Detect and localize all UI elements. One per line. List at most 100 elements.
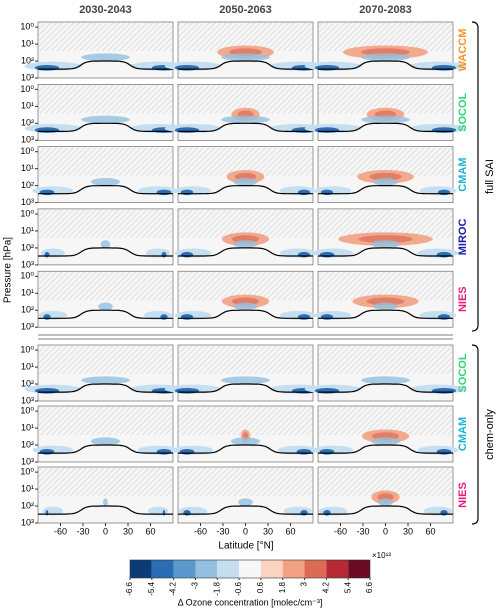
x-tick-label: 30 xyxy=(123,526,133,536)
colorbar-segment xyxy=(217,560,240,578)
contour-negative xyxy=(34,64,60,71)
contour-negative xyxy=(162,509,166,516)
contour-negative xyxy=(378,498,393,507)
contour-negative xyxy=(90,177,121,186)
model-label: NIES xyxy=(457,482,469,508)
hatch-region xyxy=(39,147,172,176)
colorbar-segment xyxy=(239,560,261,578)
hatch-region xyxy=(179,346,312,374)
x-tick-label: 0 xyxy=(383,526,388,536)
tropopause xyxy=(318,444,453,454)
colorbar-tick-label: -4.2 xyxy=(169,581,178,595)
model-label: NIES xyxy=(457,286,469,312)
contour-negative xyxy=(437,189,451,196)
model-label: SOCOL xyxy=(457,353,469,392)
column-header: 2070-2083 xyxy=(359,4,412,16)
y-tick-label: 10² xyxy=(21,439,34,449)
contour-negative xyxy=(297,251,311,258)
group-bracket xyxy=(471,21,479,332)
colorbar-frame xyxy=(129,559,371,579)
contour-negative xyxy=(314,127,340,133)
tropopause xyxy=(38,383,173,393)
colorbar-segment xyxy=(348,560,370,578)
tropopause xyxy=(318,309,453,319)
y-tick-label: 10¹ xyxy=(21,422,34,432)
tropopause xyxy=(178,247,313,257)
colorbar-segment xyxy=(173,560,196,578)
y-tick-label: 10⁰ xyxy=(20,146,34,156)
tropopause xyxy=(38,247,173,257)
y-tick-label: 10² xyxy=(21,55,34,65)
contour-negative xyxy=(230,437,261,446)
hatch-region xyxy=(39,85,172,114)
y-tick-label: 10² xyxy=(21,118,34,128)
contour-negative xyxy=(221,53,270,62)
tropopause xyxy=(318,122,453,132)
tropopause xyxy=(38,444,173,454)
contour-negative xyxy=(361,53,410,62)
contour-negative xyxy=(44,251,50,258)
contour-negative xyxy=(34,387,60,394)
hatch-region xyxy=(319,346,452,374)
column-header: 2030-2043 xyxy=(79,4,132,16)
contour-negative xyxy=(233,240,258,249)
hatch-region xyxy=(39,407,172,435)
x-tick-label: -60 xyxy=(334,526,347,536)
tropopause xyxy=(318,247,453,257)
y-tick-label: 10⁰ xyxy=(20,21,34,31)
colorbar-label: Δ Ozone concentration [molec/cm⁻³] xyxy=(178,597,323,607)
y-tick-label: 10² xyxy=(21,242,34,252)
contour-negative xyxy=(156,189,172,196)
x-tick-label: 30 xyxy=(403,526,413,536)
colorbar-segment xyxy=(195,560,218,578)
x-tick-label: -60 xyxy=(54,526,67,536)
contour-negative xyxy=(233,177,258,186)
colorbar-segment xyxy=(151,560,174,578)
hatch-region xyxy=(179,468,312,496)
contour-negative xyxy=(39,448,55,455)
contour-negative xyxy=(314,64,340,71)
contour-negative xyxy=(437,314,451,320)
tropopause xyxy=(318,383,453,393)
colorbar-tick-label: -1.8 xyxy=(212,581,221,595)
contour-negative xyxy=(81,115,130,124)
contour-negative xyxy=(180,189,194,196)
x-tick-label: 0 xyxy=(243,526,248,536)
contour-negative xyxy=(361,115,410,124)
tropopause xyxy=(318,505,453,515)
contour-negative xyxy=(161,251,167,258)
y-tick-label: 10³ xyxy=(21,456,34,466)
y-tick-label: 10⁰ xyxy=(20,405,34,415)
tropopause xyxy=(178,505,313,515)
tropopause xyxy=(38,122,173,132)
contour-negative xyxy=(103,498,108,507)
y-tick-label: 10⁰ xyxy=(20,466,34,476)
tropopause xyxy=(38,60,173,70)
x-tick-label: -30 xyxy=(356,526,369,536)
contour-negative xyxy=(81,53,130,62)
x-tick-label: 60 xyxy=(425,526,435,536)
colorbar-tick-label: -5.4 xyxy=(147,581,156,595)
colorbar-tick-label: 3 xyxy=(300,581,309,586)
colorbar-tick-label: -6.6 xyxy=(125,581,134,595)
contour-negative xyxy=(436,251,452,258)
contour-negative xyxy=(81,376,130,385)
x-tick-label: 60 xyxy=(285,526,295,536)
hatch-region xyxy=(39,209,172,238)
x-tick-label: -60 xyxy=(194,526,207,536)
y-tick-label: 10² xyxy=(21,500,34,510)
group-bracket xyxy=(471,344,479,525)
y-tick-label: 10⁰ xyxy=(20,344,34,354)
contour-negative xyxy=(221,115,270,124)
y-tick-label: 10¹ xyxy=(21,288,34,298)
contour-negative xyxy=(320,189,334,196)
y-tick-label: 10⁰ xyxy=(20,84,34,94)
x-axis-label: Latitude [°N] xyxy=(218,541,273,552)
model-label: SOCOL xyxy=(457,92,469,131)
x-tick-label: 30 xyxy=(263,526,273,536)
colorbar-segment xyxy=(130,560,152,578)
contour-negative xyxy=(174,64,200,71)
model-label: WACCM xyxy=(457,29,469,72)
y-tick-label: 10¹ xyxy=(21,361,34,371)
contour-negative xyxy=(183,509,191,516)
